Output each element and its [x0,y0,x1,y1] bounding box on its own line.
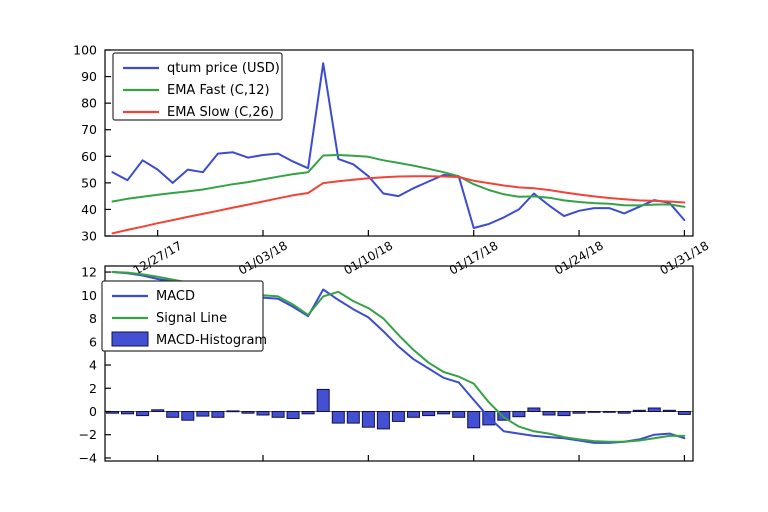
macd-histogram-bars [106,388,691,430]
histogram-bar [121,411,134,415]
macd-chart: −4 −2 0 2 4 6 8 10 12 MACD Signal Line MACD-Histogr… [79,265,694,465]
histogram-bar [422,411,436,417]
histogram-bar [391,411,405,422]
histogram-bar [106,411,119,414]
histogram-bar [166,411,180,418]
legend-label: qtum price (USD) [167,61,280,76]
legend-label: Signal Line [156,311,227,326]
y-tick-label: 8 [89,311,97,326]
histogram-bar [136,411,150,417]
histogram-bar [602,411,616,413]
x-tick-label: 01/24/18 [552,238,606,277]
histogram-bar [407,411,420,418]
histogram-bar [677,411,691,415]
histogram-bar [301,411,315,415]
x-tick-label: 01/31/18 [658,238,712,277]
histogram-bar [331,411,345,424]
histogram-bar [632,409,646,412]
y-tick-label: 4 [89,358,97,373]
axes-frame [104,265,694,462]
y-tick-label: 50 [81,175,97,190]
series-line [111,175,686,235]
series-line [111,154,686,208]
legend-box [112,52,283,121]
y-tick-label: 6 [89,334,97,349]
y-tick-label: −4 [79,450,97,465]
histogram-bar [512,411,526,418]
histogram-bar [662,409,676,412]
y-tick-label: 30 [81,229,97,244]
histogram-bar [437,411,451,415]
x-tick-label: 01/17/18 [447,238,501,277]
histogram-bar [361,411,375,428]
y-tick-label: 100 [73,43,97,58]
legend-label: MACD-Histogram [156,333,267,348]
y-tick-label: −2 [79,427,97,442]
x-tick-label: 01/10/18 [342,238,396,277]
histogram-bar [572,411,586,414]
legend-label: EMA Slow (C,26) [167,105,274,120]
y-tick-label: 90 [81,69,97,84]
histogram-bar [452,411,466,418]
price-legend: qtum price (USD) EMA Fast (C,12) EMA Slow … [112,52,283,121]
histogram-bar [316,388,330,412]
y-tick-label: 10 [81,288,97,303]
series-line [111,62,686,229]
y-tick-label: 0 [89,404,97,419]
histogram-bar [226,410,240,413]
histogram-bar [256,411,270,416]
legend-label: MACD [156,289,195,304]
legend-label: EMA Fast (C,12) [167,83,270,98]
x-tick-label: 01/03/18 [236,238,290,277]
y-tick-label: 80 [81,96,97,111]
price-chart: 30 40 50 60 70 80 90 100 12/27/17 01/03/18 01/10/1… [73,43,711,278]
histogram-bar [647,407,661,412]
histogram-bar [587,411,601,413]
histogram-bar [241,411,255,414]
histogram-bar [271,411,285,418]
histogram-bar [196,411,210,417]
y-tick-label: 60 [81,149,97,164]
histogram-bar [527,407,541,412]
histogram-bar [346,411,360,424]
histogram-bar [542,411,556,416]
y-tick-label: 70 [81,122,97,137]
y-tick-label: 40 [81,202,97,217]
axes-frame [104,49,694,237]
histogram-bar [211,411,225,418]
histogram-bar [617,411,631,414]
histogram-bar [151,409,165,412]
y-tick-label: 2 [89,381,97,396]
histogram-bar [557,411,571,417]
y-tick-label: 12 [81,265,97,280]
x-tick-label: 12/27/17 [131,238,185,277]
histogram-bar [467,411,481,429]
histogram-bar [181,411,195,421]
histogram-bar [497,411,511,421]
histogram-bar [286,411,300,419]
macd-legend: MACD Signal Line MACD-Histogram [101,280,267,352]
legend-swatch-patch [111,331,149,347]
histogram-bar [376,411,390,430]
